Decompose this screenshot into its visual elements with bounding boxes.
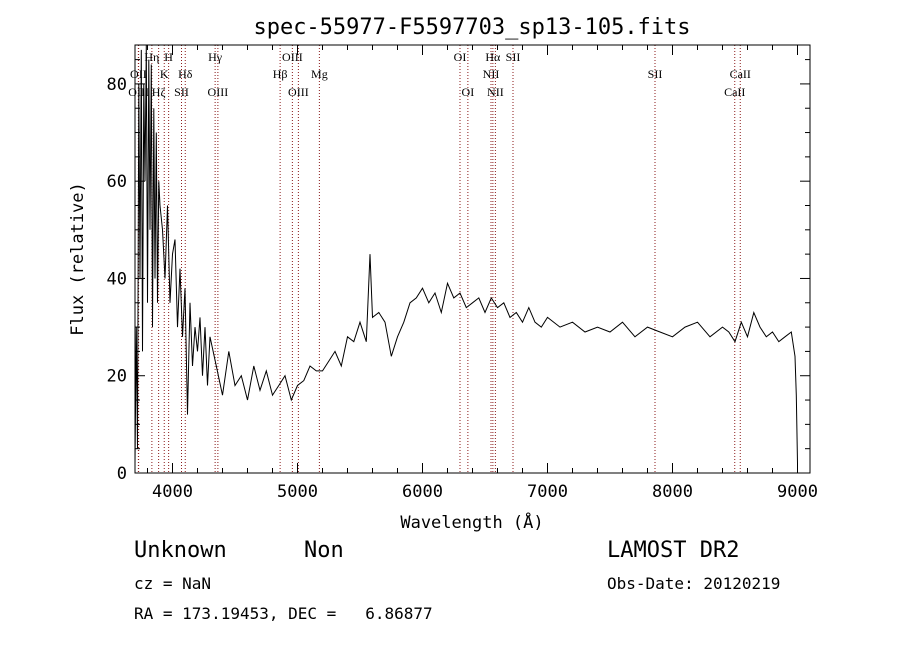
- spectral-line-label: SII: [174, 85, 189, 99]
- y-tick-label: 80: [107, 75, 127, 95]
- object-subclass: Non: [304, 538, 344, 563]
- spectral-line-label: OI: [462, 85, 475, 99]
- spectral-line-label: OIII: [208, 85, 229, 99]
- spectral-line-label: Hη: [144, 50, 159, 64]
- spectral-line-label: OIII: [288, 85, 309, 99]
- x-tick-label: 4000: [152, 482, 193, 502]
- spectral-line-label: SII: [506, 50, 521, 64]
- spectral-line-label: K: [160, 67, 169, 81]
- spectral-line-label: CaII: [730, 67, 751, 81]
- spectrum-series-line: [134, 44, 798, 464]
- spectral-line-label: OIII: [128, 85, 149, 99]
- y-tick-label: 20: [107, 367, 127, 387]
- spectral-line-label: H: [164, 50, 173, 64]
- chart-title: spec-55977-F5597703_sp13-105.fits: [253, 15, 690, 40]
- spectral-line-label: NII: [487, 85, 504, 99]
- y-tick-label: 0: [117, 464, 127, 484]
- spectral-line-markers: [137, 45, 741, 473]
- x-axis-label: Wavelength (Å): [400, 511, 543, 533]
- y-axis-label: Flux (relative): [68, 182, 88, 336]
- object-class: Unknown: [134, 538, 227, 563]
- spectral-line-label: Hβ: [273, 67, 288, 81]
- spectral-line-label: NII: [483, 67, 500, 81]
- y-tick-label: 60: [107, 172, 127, 192]
- ra-dec-coordinates: RA = 173.19453, DEC = 6.86877: [134, 604, 433, 623]
- x-tick-label: 9000: [777, 482, 818, 502]
- survey-name: LAMOST DR2: [607, 538, 740, 563]
- spectral-line-label: SII: [648, 67, 663, 81]
- spectral-line-label: Mg: [311, 67, 328, 81]
- spectral-line-label: Hζ: [152, 85, 166, 99]
- observation-date: Obs-Date: 20120219: [607, 574, 781, 593]
- x-axis: 4000 5000 6000 7000 8000 9000: [147, 45, 818, 502]
- x-tick-label: 7000: [527, 482, 568, 502]
- spectral-line-label: Hγ: [208, 50, 223, 64]
- spectral-line-label: OII: [130, 67, 147, 81]
- spectral-line-labels: OIIOIIIHηHζKHSIIHδHγOIIIHβOIIIOIIIMgOIOI…: [128, 50, 751, 99]
- x-tick-label: 8000: [652, 482, 693, 502]
- spectral-line-label: Hδ: [178, 67, 193, 81]
- y-tick-label: 40: [107, 269, 127, 289]
- x-tick-label: 5000: [277, 482, 318, 502]
- redshift-cz: cz = NaN: [134, 574, 212, 593]
- spectral-line-label: CaII: [724, 85, 745, 99]
- spectral-line-label: Hα: [485, 50, 501, 64]
- x-tick-label: 6000: [402, 482, 443, 502]
- spectral-line-label: OIII: [282, 50, 303, 64]
- y-axis: 0 20 40 60 80: [107, 59, 810, 484]
- spectral-line-label: OI: [454, 50, 467, 64]
- plot-frame: [134, 44, 811, 474]
